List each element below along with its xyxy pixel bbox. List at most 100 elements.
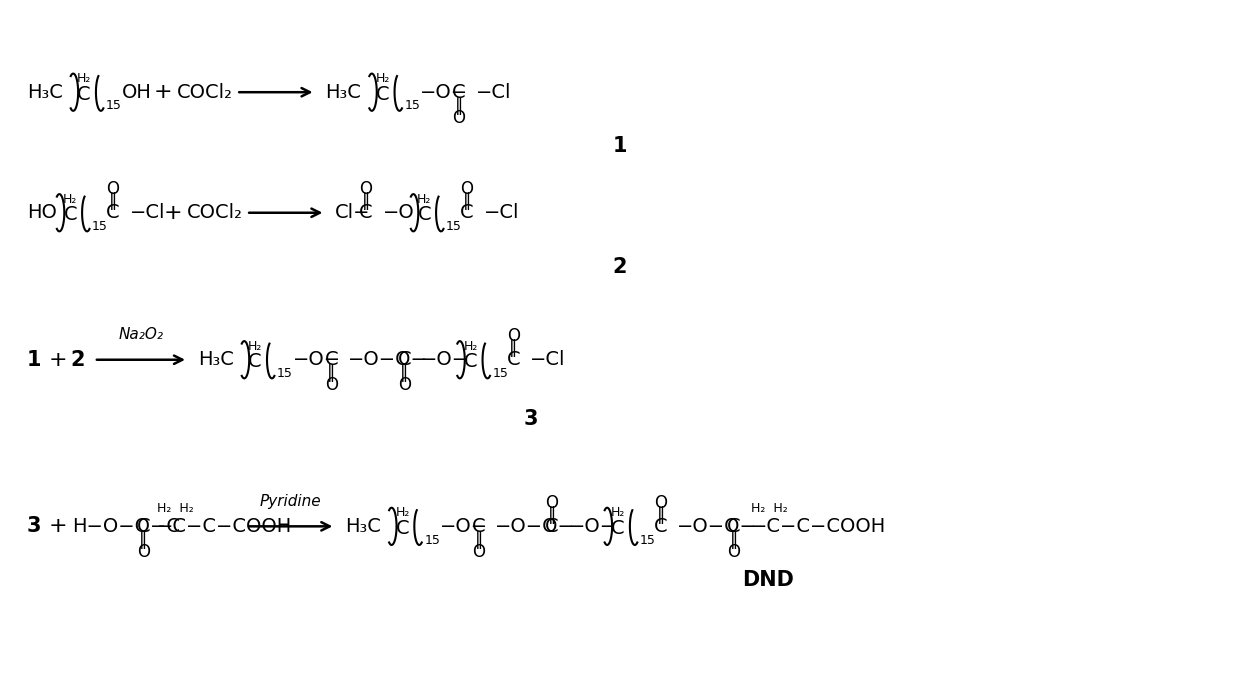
Text: 2: 2 — [71, 350, 84, 370]
Text: +: + — [48, 516, 67, 536]
Text: −O−: −O− — [569, 517, 616, 536]
Text: ‖: ‖ — [729, 531, 738, 549]
Text: −O−O−: −O−O− — [496, 517, 575, 536]
Text: 15: 15 — [277, 367, 293, 380]
Text: C: C — [248, 352, 262, 371]
Text: H₂  H₂: H₂ H₂ — [750, 502, 787, 515]
Text: +: + — [164, 203, 182, 223]
Text: H−O−O−C: H−O−O−C — [72, 517, 180, 536]
Text: −O−: −O− — [440, 517, 489, 536]
Text: O: O — [727, 543, 740, 561]
Text: O: O — [453, 109, 465, 127]
Text: O: O — [472, 543, 485, 561]
Text: H₂: H₂ — [248, 339, 263, 353]
Text: O: O — [107, 180, 119, 198]
Text: COCl₂: COCl₂ — [177, 83, 233, 102]
Text: C: C — [136, 517, 150, 536]
Text: H₂: H₂ — [611, 506, 625, 519]
Text: C: C — [325, 350, 339, 369]
Text: −Cl: −Cl — [484, 203, 520, 222]
Text: −Cl: −Cl — [476, 83, 511, 102]
Text: 15: 15 — [446, 220, 461, 233]
Text: C: C — [376, 85, 389, 103]
Text: H₂: H₂ — [63, 192, 77, 205]
Text: C: C — [105, 203, 119, 222]
Text: C: C — [464, 352, 477, 371]
Text: 3: 3 — [27, 516, 41, 536]
Text: C: C — [418, 205, 432, 224]
Text: H₃C: H₃C — [198, 350, 233, 369]
Text: H₃C: H₃C — [325, 83, 361, 102]
Text: C: C — [398, 350, 412, 369]
Text: O: O — [507, 327, 520, 345]
Text: ‖: ‖ — [656, 505, 665, 523]
Text: H₃C: H₃C — [27, 83, 62, 102]
Text: 15: 15 — [92, 220, 108, 233]
Text: OH: OH — [122, 83, 151, 102]
Text: 15: 15 — [492, 367, 508, 380]
Text: O: O — [360, 180, 372, 198]
Text: 3: 3 — [523, 409, 538, 428]
Text: O: O — [546, 494, 558, 511]
Text: −O−: −O− — [293, 350, 341, 369]
Text: ‖: ‖ — [401, 364, 408, 382]
Text: O: O — [325, 376, 337, 394]
Text: ‖: ‖ — [463, 192, 471, 210]
Text: O: O — [653, 494, 667, 511]
Text: ‖: ‖ — [475, 531, 482, 549]
Text: ‖: ‖ — [455, 97, 463, 115]
Text: COCl₂: COCl₂ — [187, 203, 243, 222]
Text: ‖: ‖ — [327, 364, 335, 382]
Text: H₂  H₂: H₂ H₂ — [157, 502, 193, 515]
Text: C: C — [360, 203, 373, 222]
Text: C: C — [727, 517, 740, 536]
Text: C: C — [453, 83, 466, 102]
Text: DND: DND — [743, 570, 795, 590]
Text: Pyridine: Pyridine — [260, 493, 321, 509]
Text: C: C — [471, 517, 485, 536]
Text: −O−O−: −O−O− — [348, 350, 428, 369]
Text: +: + — [154, 82, 172, 102]
Text: H₃C: H₃C — [345, 517, 381, 536]
Text: H₂: H₂ — [376, 72, 389, 85]
Text: C: C — [396, 519, 409, 538]
Text: H₂: H₂ — [417, 192, 432, 205]
Text: ‖: ‖ — [510, 339, 517, 357]
Text: −O−: −O− — [422, 350, 470, 369]
Text: O: O — [460, 180, 474, 198]
Text: C: C — [77, 85, 91, 103]
Text: Cl−: Cl− — [335, 203, 371, 222]
Text: 15: 15 — [640, 534, 656, 547]
Text: H₂: H₂ — [77, 72, 92, 85]
Text: C: C — [544, 517, 558, 536]
Text: C: C — [611, 519, 625, 538]
Text: 1: 1 — [613, 136, 627, 156]
Text: O: O — [136, 543, 150, 561]
Text: −C−C−COOH: −C−C−COOH — [157, 517, 293, 536]
Text: HO: HO — [27, 203, 57, 222]
Text: 1: 1 — [27, 350, 41, 370]
Text: H₂: H₂ — [396, 506, 409, 519]
Text: 15: 15 — [424, 534, 440, 547]
Text: C: C — [653, 517, 667, 536]
Text: C: C — [506, 350, 520, 369]
Text: Na₂O₂: Na₂O₂ — [119, 327, 164, 342]
Text: ‖: ‖ — [362, 192, 370, 210]
Text: 15: 15 — [404, 99, 420, 112]
Text: C: C — [460, 203, 474, 222]
Text: +: + — [48, 350, 67, 370]
Text: −O: −O — [383, 203, 414, 222]
Text: 15: 15 — [105, 99, 122, 112]
Text: ‖: ‖ — [109, 192, 117, 210]
Text: C: C — [63, 205, 77, 224]
Text: −O−: −O− — [420, 83, 469, 102]
Text: ‖: ‖ — [139, 531, 148, 549]
Text: H₂: H₂ — [464, 339, 477, 353]
Text: 2: 2 — [613, 257, 627, 277]
Text: ‖: ‖ — [548, 505, 556, 523]
Text: −O−O−: −O−O− — [677, 517, 758, 536]
Text: −Cl: −Cl — [129, 203, 165, 222]
Text: O: O — [398, 376, 410, 394]
Text: −Cl: −Cl — [529, 350, 565, 369]
Text: −C−C−COOH: −C−C−COOH — [750, 517, 885, 536]
